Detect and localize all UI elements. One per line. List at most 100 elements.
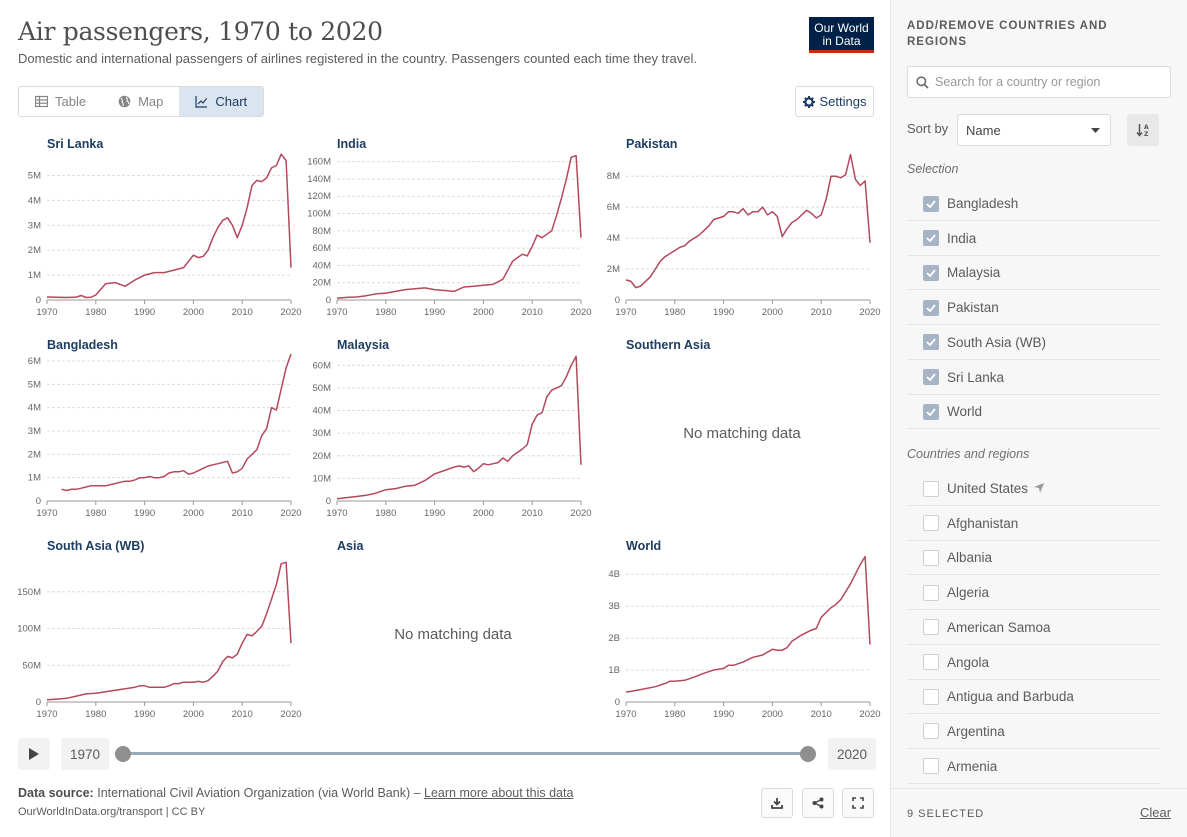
checkbox[interactable] [923, 758, 939, 775]
timeline-end-year[interactable]: 2020 [828, 738, 877, 770]
timeline-end-handle[interactable] [800, 746, 816, 762]
country-item[interactable]: Algeria [907, 576, 1160, 611]
checkbox[interactable] [923, 230, 939, 247]
timeline-start-year[interactable]: 1970 [61, 738, 110, 770]
x-tick-label: 2000 [183, 508, 204, 519]
x-tick-label: 2020 [280, 709, 301, 720]
x-tick-label: 2000 [183, 307, 204, 318]
series-line[interactable] [46, 153, 292, 299]
tab-table[interactable]: Table [19, 87, 102, 116]
timeline: 1970 2020 [18, 738, 877, 770]
sort-select[interactable]: Name [957, 114, 1111, 146]
sidebar-footer: 9 SELECTED Clear [891, 788, 1187, 837]
selected-item[interactable]: Malaysia [907, 256, 1160, 291]
chart-title: World [626, 539, 662, 553]
y-tick-label: 0 [326, 496, 331, 507]
y-tick-label: 3B [608, 601, 620, 612]
selected-item[interactable]: Pakistan [907, 291, 1160, 326]
checkbox[interactable] [923, 619, 939, 636]
y-tick-label: 0 [36, 496, 41, 507]
x-tick-label: 2010 [522, 508, 543, 519]
country-item[interactable]: Angola [907, 646, 1160, 680]
download-button[interactable] [761, 788, 793, 818]
series-line[interactable] [336, 355, 582, 500]
settings-label: Settings [819, 94, 867, 109]
checkbox[interactable] [923, 515, 939, 532]
checkbox[interactable] [923, 480, 939, 497]
y-tick-label: 40M [313, 406, 332, 417]
checkbox[interactable] [923, 195, 939, 212]
y-tick-label: 3M [28, 220, 41, 231]
owid-logo[interactable]: Our World in Data [809, 17, 874, 53]
series-line[interactable] [46, 561, 292, 701]
item-label: Antigua and Barbuda [947, 689, 1074, 705]
chart-svg: 0 20M 40M 60M 80M 100M 120M 140M 160M 1970 1980 199… [307, 154, 592, 318]
fullscreen-button[interactable] [842, 788, 874, 818]
x-tick-label: 1980 [664, 709, 685, 720]
country-item[interactable]: Armenia [907, 750, 1160, 784]
item-label: Bangladesh [947, 196, 1019, 211]
x-tick-label: 2000 [762, 709, 783, 720]
chart-panel: Malaysia 0 10M 20M 30M 40M 50M 60M 1970 1980 1990 2… [308, 329, 598, 529]
country-item[interactable]: Albania [907, 541, 1160, 576]
timeline-start-handle[interactable] [115, 746, 131, 762]
x-tick-label: 2020 [570, 508, 591, 519]
share-button[interactable] [802, 788, 834, 818]
country-item[interactable]: American Samoa [907, 611, 1160, 645]
y-tick-label: 4B [608, 569, 620, 580]
selected-item[interactable]: South Asia (WB) [907, 326, 1160, 360]
settings-button[interactable]: Settings [795, 86, 874, 117]
y-tick-label: 50M [23, 660, 42, 671]
country-item[interactable]: Afghanistan [907, 507, 1160, 541]
item-label: American Samoa [947, 619, 1051, 635]
chart-svg: 0 1M 2M 3M 4M 5M 1970 1980 1990 2000 2010 2020 [28, 153, 302, 318]
tab-map[interactable]: Map [102, 87, 179, 116]
y-tick-label: 100M [17, 624, 41, 635]
checkbox[interactable] [923, 688, 939, 705]
series-line[interactable] [625, 555, 871, 693]
learn-more-link[interactable]: Learn more about this data [424, 786, 574, 800]
series-line[interactable] [336, 154, 582, 300]
data-source: Data source: International Civil Aviatio… [18, 786, 573, 800]
checkbox[interactable] [923, 723, 939, 740]
checkbox[interactable] [923, 403, 939, 420]
country-item[interactable]: United States [907, 472, 1160, 506]
search-input[interactable] [935, 75, 1165, 89]
item-label: Armenia [947, 758, 998, 774]
checkbox[interactable] [923, 584, 939, 601]
svg-text:A: A [1144, 124, 1149, 131]
series-line[interactable] [625, 153, 871, 289]
item-label: South Asia (WB) [947, 334, 1047, 350]
checkbox[interactable] [923, 299, 939, 316]
checkbox[interactable] [923, 264, 939, 281]
country-item[interactable]: Antigua and Barbuda [907, 680, 1160, 715]
play-button[interactable] [18, 738, 50, 770]
clear-button[interactable]: Clear [1140, 805, 1172, 820]
checkbox[interactable] [923, 654, 939, 670]
y-tick-label: 50M [313, 383, 332, 394]
entity-selector: ADD/REMOVE COUNTRIES AND REGIONS Sort by… [890, 0, 1187, 837]
sort-alpha-icon: AZ [1136, 124, 1149, 137]
no-data-message: No matching data [394, 626, 512, 643]
check-icon [926, 199, 936, 208]
x-tick-label: 1970 [326, 307, 347, 318]
data-source-label: Data source: [18, 786, 94, 800]
selected-item[interactable]: Sri Lanka [907, 361, 1160, 395]
selected-item[interactable]: Bangladesh [907, 187, 1160, 221]
checkbox[interactable] [923, 334, 939, 351]
selected-item[interactable]: World [907, 395, 1160, 430]
item-label: Argentina [947, 723, 1005, 739]
chart-svg: 0 1M 2M 3M 4M 5M 6M 1970 1980 1990 2000 2010 2020 [28, 353, 302, 519]
selected-item[interactable]: India [907, 222, 1160, 256]
x-tick-label: 2010 [232, 709, 253, 720]
checkbox[interactable] [923, 369, 939, 385]
tab-chart[interactable]: Chart [179, 87, 264, 116]
series-line[interactable] [61, 353, 292, 492]
main-area: Air passengers, 1970 to 2020 Domestic an… [17, 17, 881, 818]
timeline-track[interactable] [123, 752, 808, 755]
country-item[interactable]: Argentina [907, 715, 1160, 749]
checkbox[interactable] [923, 549, 939, 566]
chart-title: Pakistan [626, 137, 678, 151]
y-tick-label: 1M [28, 473, 41, 484]
